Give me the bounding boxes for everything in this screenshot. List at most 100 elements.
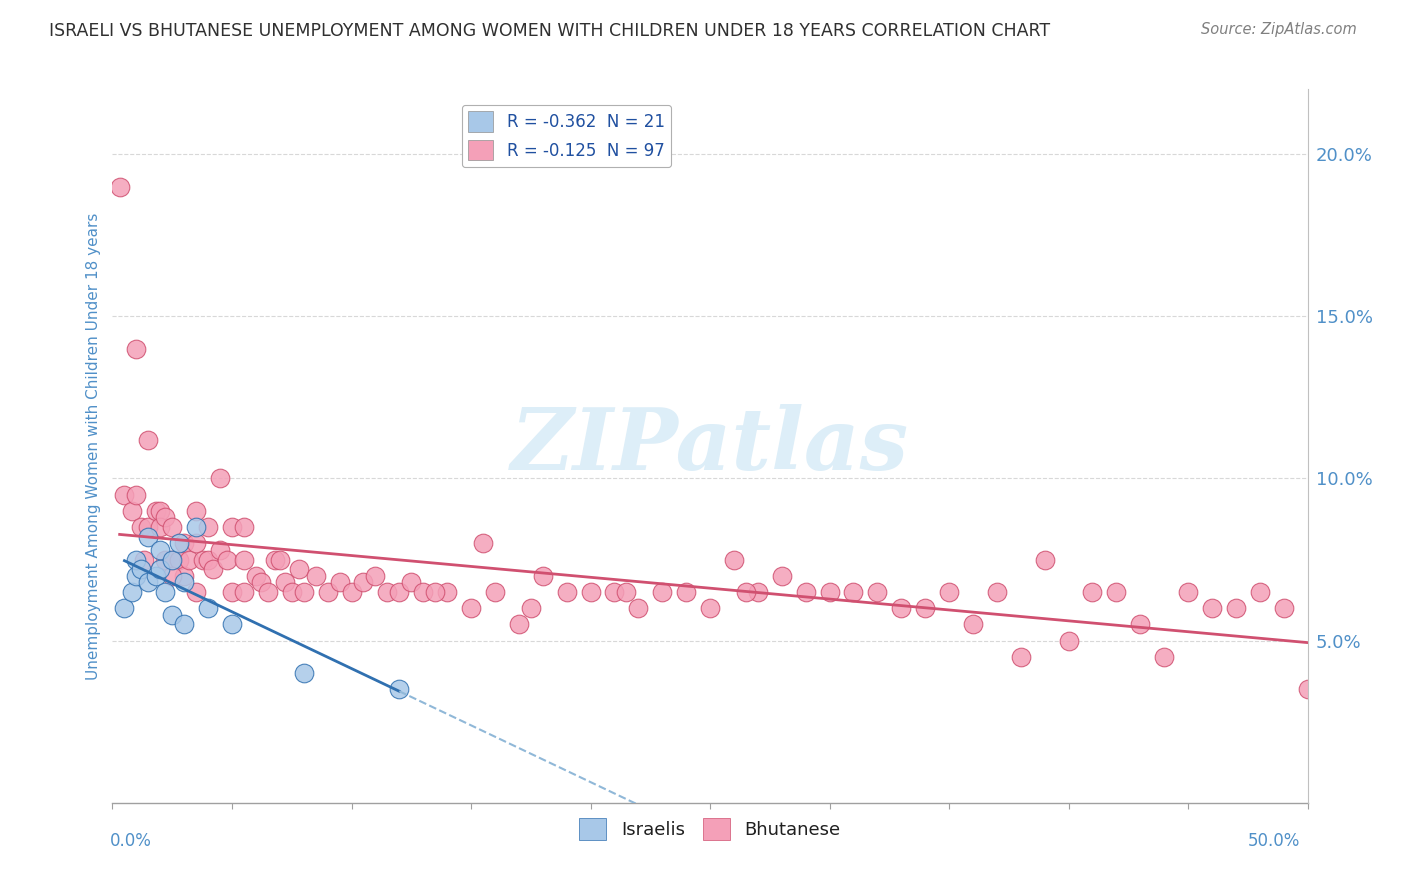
Point	[149, 542, 172, 557]
Point	[770, 568, 793, 582]
Point	[1296, 682, 1319, 697]
Point	[1249, 585, 1271, 599]
Point	[938, 585, 960, 599]
Point	[340, 585, 363, 599]
Point	[425, 585, 447, 599]
Point	[186, 520, 208, 534]
Point	[221, 585, 243, 599]
Point	[257, 585, 280, 599]
Point	[186, 536, 208, 550]
Point	[388, 682, 411, 697]
Point	[108, 179, 131, 194]
Point	[388, 585, 411, 599]
Point	[125, 488, 148, 502]
Point	[221, 617, 243, 632]
Legend: Israelis, Bhutanese: Israelis, Bhutanese	[572, 811, 848, 847]
Point	[651, 585, 673, 599]
Point	[138, 433, 160, 447]
Point	[288, 562, 311, 576]
Point	[329, 575, 352, 590]
Point	[962, 617, 984, 632]
Point	[377, 585, 399, 599]
Point	[221, 520, 243, 534]
Point	[129, 562, 152, 576]
Point	[209, 542, 232, 557]
Point	[723, 552, 745, 566]
Point	[508, 617, 530, 632]
Point	[125, 342, 148, 356]
Point	[269, 552, 291, 566]
Point	[197, 520, 219, 534]
Point	[162, 552, 183, 566]
Point	[125, 552, 148, 566]
Point	[531, 568, 554, 582]
Point	[1033, 552, 1056, 566]
Text: Source: ZipAtlas.com: Source: ZipAtlas.com	[1201, 22, 1357, 37]
Point	[149, 520, 172, 534]
Point	[281, 585, 304, 599]
Point	[675, 585, 697, 599]
Point	[890, 601, 912, 615]
Point	[305, 568, 328, 582]
Point	[273, 575, 295, 590]
Point	[352, 575, 374, 590]
Point	[735, 585, 758, 599]
Point	[177, 552, 200, 566]
Point	[173, 536, 195, 550]
Point	[153, 510, 176, 524]
Point	[197, 601, 219, 615]
Point	[121, 585, 143, 599]
Point	[186, 504, 208, 518]
Point	[169, 552, 191, 566]
Point	[292, 585, 315, 599]
Point	[316, 585, 339, 599]
Point	[555, 585, 578, 599]
Point	[1177, 585, 1199, 599]
Point	[579, 585, 602, 599]
Y-axis label: Unemployment Among Women with Children Under 18 years: Unemployment Among Women with Children U…	[86, 212, 101, 680]
Point	[914, 601, 936, 615]
Point	[138, 530, 160, 544]
Point	[436, 585, 458, 599]
Text: 50.0%: 50.0%	[1249, 831, 1301, 849]
Point	[1129, 617, 1152, 632]
Point	[245, 568, 267, 582]
Point	[603, 585, 626, 599]
Point	[401, 575, 423, 590]
Point	[249, 575, 271, 590]
Point	[153, 552, 176, 566]
Point	[484, 585, 506, 599]
Text: 0.0%: 0.0%	[110, 831, 152, 849]
Point	[129, 520, 152, 534]
Point	[627, 601, 650, 615]
Point	[173, 617, 195, 632]
Point	[114, 601, 135, 615]
Point	[173, 575, 195, 590]
Text: ISRAELI VS BHUTANESE UNEMPLOYMENT AMONG WOMEN WITH CHILDREN UNDER 18 YEARS CORRE: ISRAELI VS BHUTANESE UNEMPLOYMENT AMONG …	[49, 22, 1050, 40]
Point	[1081, 585, 1104, 599]
Point	[114, 488, 135, 502]
Point	[121, 504, 143, 518]
Point	[1225, 601, 1247, 615]
Point	[162, 552, 183, 566]
Point	[794, 585, 817, 599]
Point	[1201, 601, 1223, 615]
Point	[1272, 601, 1295, 615]
Point	[162, 568, 183, 582]
Point	[292, 666, 315, 681]
Point	[412, 585, 434, 599]
Point	[986, 585, 1008, 599]
Point	[460, 601, 482, 615]
Point	[197, 552, 219, 566]
Point	[209, 471, 232, 485]
Point	[1105, 585, 1128, 599]
Point	[145, 504, 167, 518]
Point	[364, 568, 387, 582]
Point	[233, 585, 256, 599]
Point	[132, 552, 155, 566]
Point	[1153, 649, 1175, 664]
Point	[162, 520, 183, 534]
Point	[162, 607, 183, 622]
Point	[125, 568, 148, 582]
Point	[520, 601, 543, 615]
